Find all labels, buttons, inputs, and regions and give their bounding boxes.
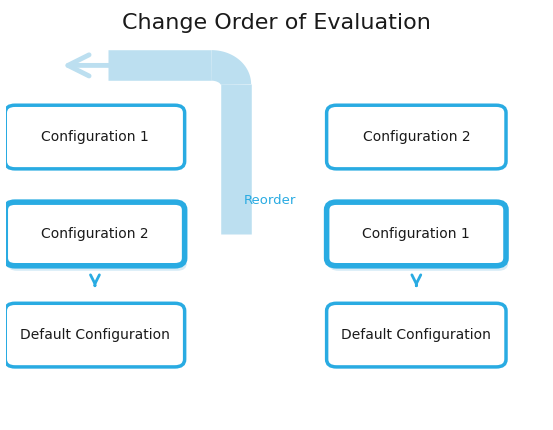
FancyBboxPatch shape: [327, 202, 506, 266]
FancyBboxPatch shape: [329, 207, 508, 271]
Text: Default Configuration: Default Configuration: [341, 328, 491, 342]
FancyBboxPatch shape: [7, 207, 187, 271]
Text: Configuration 1: Configuration 1: [362, 227, 470, 241]
Text: Configuration 2: Configuration 2: [363, 130, 470, 144]
FancyBboxPatch shape: [6, 303, 185, 367]
Text: Configuration 2: Configuration 2: [41, 227, 149, 241]
FancyBboxPatch shape: [327, 105, 506, 169]
FancyBboxPatch shape: [6, 105, 185, 169]
FancyBboxPatch shape: [6, 202, 185, 266]
Text: Reorder: Reorder: [244, 194, 296, 207]
Text: Default Configuration: Default Configuration: [20, 328, 170, 342]
Text: Change Order of Evaluation: Change Order of Evaluation: [122, 13, 431, 33]
Text: Configuration 1: Configuration 1: [41, 130, 149, 144]
FancyBboxPatch shape: [327, 303, 506, 367]
